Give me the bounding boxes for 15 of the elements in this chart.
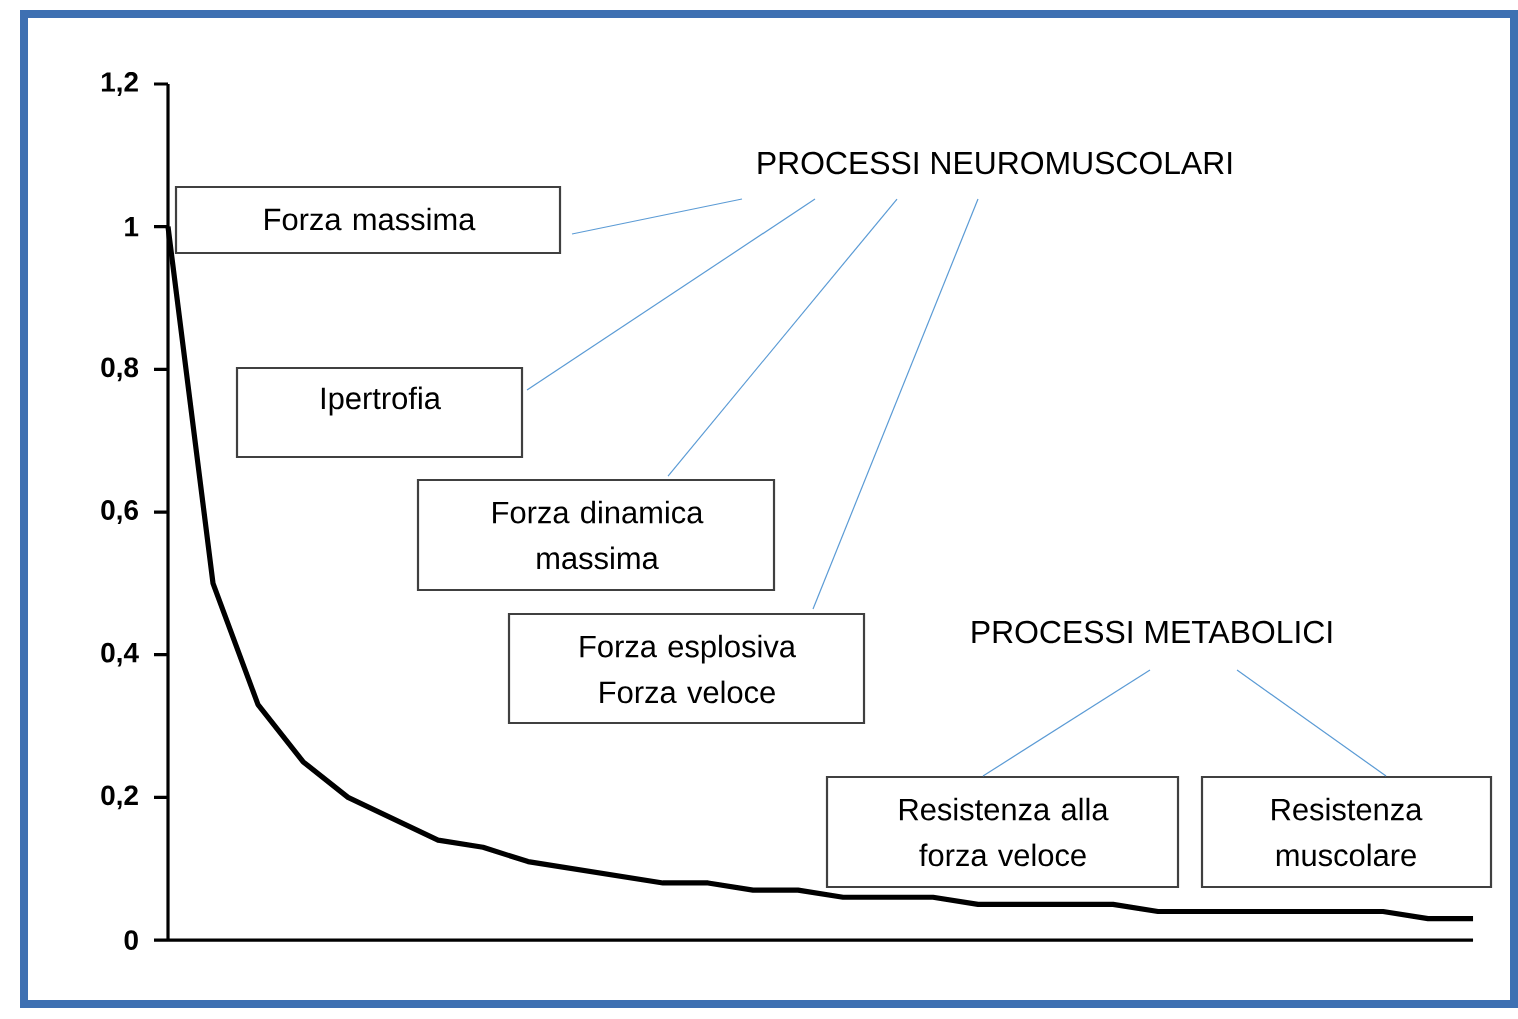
annotation: PROCESSI METABOLICI xyxy=(972,620,1332,644)
annotation: Resistenza muscolare xyxy=(1272,797,1423,867)
y-tick-label: 1,2 xyxy=(101,72,138,96)
y-tick-label: 0 xyxy=(124,930,138,950)
y-tick-label: 1 xyxy=(125,217,139,237)
annotation: Forza massima xyxy=(265,207,476,231)
annotation: Forza dinamica massima xyxy=(493,500,704,570)
y-tick-label: 0,4 xyxy=(101,642,139,667)
y-tick-label: 0,2 xyxy=(101,785,138,810)
y-tick-label: 0,6 xyxy=(101,500,138,524)
y-tick-label: 0,8 xyxy=(101,357,139,382)
annotation: Ipertrofia xyxy=(321,386,441,416)
annotation: Resistenza alla forza veloce xyxy=(899,797,1109,867)
annotation: PROCESSI NEUROMUSCOLARI xyxy=(758,151,1232,175)
annotation: Forza esplosiva Forza veloce xyxy=(580,634,796,704)
